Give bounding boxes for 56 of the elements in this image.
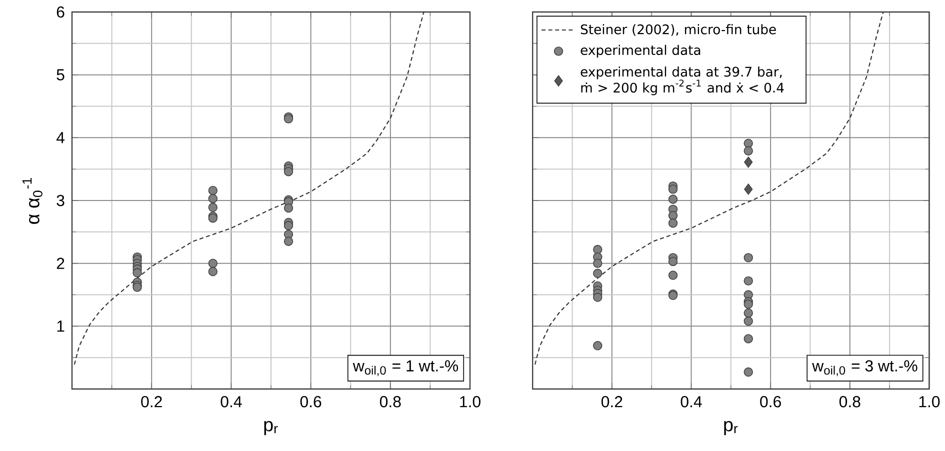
annotation: w$_{oil,0}$ = 3 wt.-% xyxy=(812,360,918,376)
x-axis-title: p$_{r}$ xyxy=(724,420,738,436)
x-tick-label: 0.2 xyxy=(141,396,162,408)
legend-label: experimental data xyxy=(580,44,700,58)
y-tick-label: 4 xyxy=(56,132,64,144)
point xyxy=(668,210,678,220)
point xyxy=(744,316,753,326)
point xyxy=(593,244,602,254)
point xyxy=(208,258,218,268)
x-tick-label: 1.0 xyxy=(919,396,940,408)
point xyxy=(744,300,753,309)
y-tick-label: 6 xyxy=(56,6,64,18)
point xyxy=(668,218,678,228)
x-axis-title: p$_{r}$ xyxy=(264,420,278,436)
point xyxy=(744,308,753,318)
x-tick-label: 0.2 xyxy=(601,396,622,408)
point xyxy=(208,266,218,276)
point xyxy=(744,367,753,377)
x-tick-label: 0.6 xyxy=(300,396,322,408)
point xyxy=(744,253,753,262)
point xyxy=(744,146,753,156)
point xyxy=(668,194,678,204)
point xyxy=(208,202,218,212)
point xyxy=(668,256,678,266)
y-axis-title: α α$_{0}$-1 xyxy=(22,178,42,224)
x-tick-label: 0.4 xyxy=(680,396,702,408)
point xyxy=(668,270,678,280)
point xyxy=(593,341,602,350)
point xyxy=(668,184,678,194)
x-tick-label: 0.8 xyxy=(380,396,401,408)
annotation: w$_{oil,0}$ = 1 wt.-% xyxy=(352,360,458,376)
point xyxy=(744,184,753,195)
point xyxy=(744,276,753,286)
point xyxy=(132,268,142,278)
legend-label: Steiner (2002), micro-fin tube xyxy=(580,24,776,36)
x-tick-label: 1.0 xyxy=(460,396,480,408)
point xyxy=(208,194,218,204)
y-tick-label: 1 xyxy=(57,320,64,332)
point xyxy=(284,203,294,213)
legend-label: experimental data at 39.7 bar, ṁ > 200 kg m$^{-2}$s$^{-1}$ and ẋ < 0.4 xyxy=(580,66,784,96)
point xyxy=(284,167,294,176)
point xyxy=(208,186,218,196)
point xyxy=(284,236,294,246)
y-tick-label: 5 xyxy=(56,69,64,80)
point xyxy=(284,221,294,230)
x-tick-label: 0.4 xyxy=(220,396,242,408)
point xyxy=(744,138,753,148)
point xyxy=(744,156,753,168)
point xyxy=(593,258,602,268)
x-tick-label: 0.8 xyxy=(839,396,860,408)
point xyxy=(593,292,602,302)
point xyxy=(593,268,602,278)
y-tick-label: 3 xyxy=(56,194,64,206)
point xyxy=(744,334,753,344)
x-tick-label: 0.6 xyxy=(760,396,781,408)
y-tick-label: 2 xyxy=(56,258,64,269)
